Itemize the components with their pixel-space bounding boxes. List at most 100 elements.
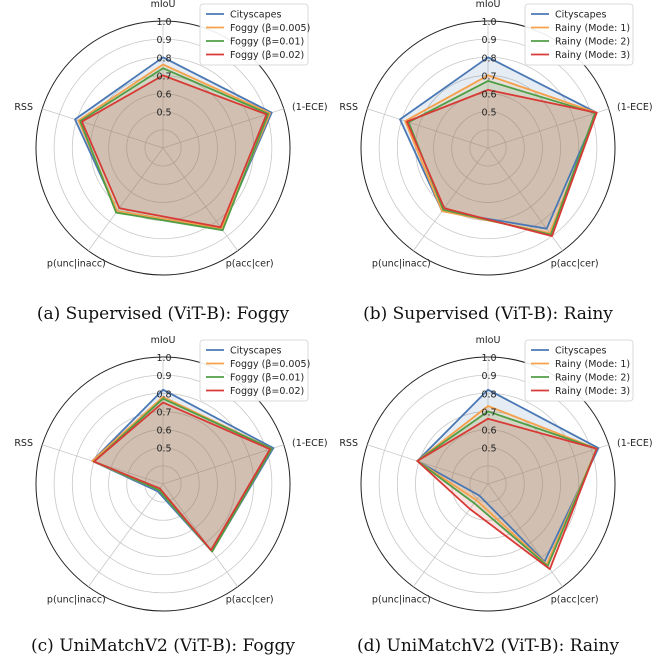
radial-tick-label: 0.5 [481,108,496,119]
series-fill [417,418,597,570]
series-line [79,67,270,232]
legend-label: Rainy (Mode: 2) [555,37,630,48]
axis-label: RSS [14,102,33,113]
radar-panel-3: 0.5 0.6 0.7 0.8 0.9 1.0 mIoU (1-ECE) p(acc|cer) p… [14,335,327,655]
legend-label: Foggy (β=0.02) [230,386,304,397]
legend-label: Cityscapes [555,346,606,357]
axis-spoke [88,147,164,251]
series-fill [408,80,595,235]
radar-panel-1: 0.5 0.6 0.7 0.8 0.9 1.0 mIoU (1-ECE) p(acc|cer) p… [14,0,327,324]
radar-panel-2: 0.5 0.6 0.7 0.8 0.9 1.0 mIoU (1-ECE) p(acc|cer) p… [339,0,652,324]
radial-tick-label: 0.8 [156,389,171,400]
series-fill [75,57,272,229]
axis-label: RSS [14,438,33,449]
legend-label: Foggy (β=0.005) [230,23,310,34]
radial-tick-label: 0.6 [481,90,496,101]
radial-tick-label: 1.0 [481,17,496,28]
series-fill [81,75,267,228]
series-line [405,89,598,238]
legend: Cityscapes Foggy (β=0.005) Foggy (β=0.01) F… [199,339,310,402]
axis-spoke [487,444,609,485]
legend-label: Foggy (β=0.02) [230,50,304,61]
axis-label: (1-ECE) [617,102,653,113]
axis-label: (1-ECE) [292,102,328,113]
axis-spoke [413,147,489,251]
axis-label: p(unc|inacc) [372,595,431,606]
radial-tick-label: 0.9 [481,371,496,382]
axis-spoke [367,444,489,485]
radial-tick-label: 0.7 [481,407,496,418]
axis-label: p(unc|inacc) [372,259,431,270]
axis-label: p(acc|cer) [226,595,274,606]
axis-label: p(unc|inacc) [47,595,106,606]
axis-label: p(acc|cer) [551,259,599,270]
radial-tick-label: 0.8 [481,53,496,64]
legend-label: Cityscapes [230,10,281,21]
radial-tick-label: 0.7 [156,407,171,418]
axis-label: mIoU [151,0,176,10]
series-fill [417,411,597,567]
legend: Cityscapes Rainy (Mode: 1) Rainy (Mode: 2)… [524,3,634,66]
radial-tick-label: 0.8 [481,389,496,400]
series-fill [94,398,272,552]
axis-spoke [162,147,238,251]
legend-label: Rainy (Mode: 1) [555,359,630,370]
axis-label: p(acc|cer) [551,595,599,606]
series-fill [406,89,597,237]
radial-tick-label: 0.9 [156,35,171,46]
axis-spoke [162,444,284,485]
legend-label: Foggy (β=0.01) [230,373,304,384]
axis-spoke [413,483,489,587]
legend-label: Foggy (β=0.005) [230,359,310,370]
series-fill [405,75,597,234]
legend: Cityscapes Rainy (Mode: 1) Rainy (Mode: 2)… [524,339,634,402]
series-fill [92,396,272,552]
radial-tick-label: 0.7 [481,71,496,82]
series-fill [94,402,270,551]
series-line [416,388,600,563]
panel-caption: (c) UniMatchV2 (ViT-B): Foggy [31,636,295,655]
legend: Cityscapes Foggy (β=0.005) Foggy (β=0.01) F… [199,3,310,66]
legend-box [524,3,634,66]
legend-label: Rainy (Mode: 3) [555,386,630,397]
radial-tick-label: 0.5 [481,444,496,455]
radial-tick-label: 0.8 [156,53,171,64]
axis-label: mIoU [476,0,501,10]
legend-label: Cityscapes [555,10,606,21]
radial-tick-label: 1.0 [156,353,171,364]
series-line [416,417,598,570]
radar-panel-4: 0.5 0.6 0.7 0.8 0.9 1.0 mIoU (1-ECE) p(acc|cer) p… [339,335,652,655]
legend-label: Rainy (Mode: 3) [555,50,630,61]
axis-spoke [88,483,164,587]
panel-caption: (b) Supervised (ViT-B): Rainy [363,304,613,324]
series-line [81,74,268,229]
radial-tick-label: 0.7 [156,71,171,82]
radial-tick-label: 0.6 [156,426,171,437]
legend-label: Rainy (Mode: 2) [555,373,630,384]
radial-tick-label: 0.6 [156,90,171,101]
series-fill [78,64,270,229]
axis-spoke [487,108,609,149]
legend-box [199,339,309,402]
panel-caption: (d) UniMatchV2 (ViT-B): Rainy [357,636,620,655]
radial-tick-label: 0.9 [156,371,171,382]
series-fill [417,406,597,565]
axis-label: mIoU [476,335,501,346]
radial-tick-label: 1.0 [156,17,171,28]
axis-label: (1-ECE) [617,438,653,449]
legend-label: Cityscapes [230,346,281,357]
axis-label: (1-ECE) [292,438,328,449]
legend-box [199,3,309,66]
axis-label: p(unc|inacc) [47,259,106,270]
axis-spoke [162,483,238,587]
axis-spoke [162,108,284,149]
legend-label: Rainy (Mode: 1) [555,23,630,34]
series-line [93,401,271,551]
axis-label: p(acc|cer) [226,259,274,270]
legend-box [524,339,634,402]
radial-tick-label: 0.5 [156,108,171,119]
series-fill [80,68,269,231]
legend-label: Foggy (β=0.01) [230,37,304,48]
radial-tick-label: 0.9 [481,35,496,46]
